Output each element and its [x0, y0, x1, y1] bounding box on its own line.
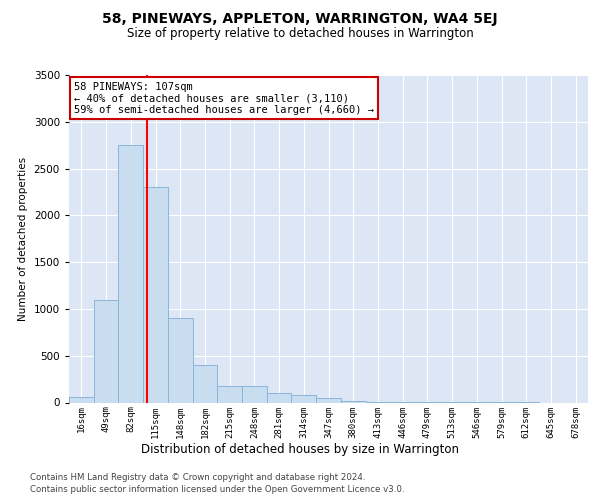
Bar — [316, 398, 341, 402]
Bar — [143, 188, 168, 402]
Bar — [118, 145, 143, 403]
Text: 58, PINEWAYS, APPLETON, WARRINGTON, WA4 5EJ: 58, PINEWAYS, APPLETON, WARRINGTON, WA4 … — [102, 12, 498, 26]
Bar — [267, 393, 292, 402]
Bar — [94, 300, 118, 403]
Text: Contains HM Land Registry data © Crown copyright and database right 2024.: Contains HM Land Registry data © Crown c… — [30, 472, 365, 482]
Bar — [217, 386, 242, 402]
Bar — [341, 400, 365, 402]
Y-axis label: Number of detached properties: Number of detached properties — [18, 156, 28, 321]
Bar — [69, 398, 94, 402]
Text: 58 PINEWAYS: 107sqm
← 40% of detached houses are smaller (3,110)
59% of semi-det: 58 PINEWAYS: 107sqm ← 40% of detached ho… — [74, 82, 374, 114]
Bar — [242, 386, 267, 402]
Text: Size of property relative to detached houses in Warrington: Size of property relative to detached ho… — [127, 28, 473, 40]
Bar — [193, 365, 217, 403]
Text: Contains public sector information licensed under the Open Government Licence v3: Contains public sector information licen… — [30, 485, 404, 494]
Bar — [292, 396, 316, 402]
Bar — [168, 318, 193, 402]
Text: Distribution of detached houses by size in Warrington: Distribution of detached houses by size … — [141, 442, 459, 456]
